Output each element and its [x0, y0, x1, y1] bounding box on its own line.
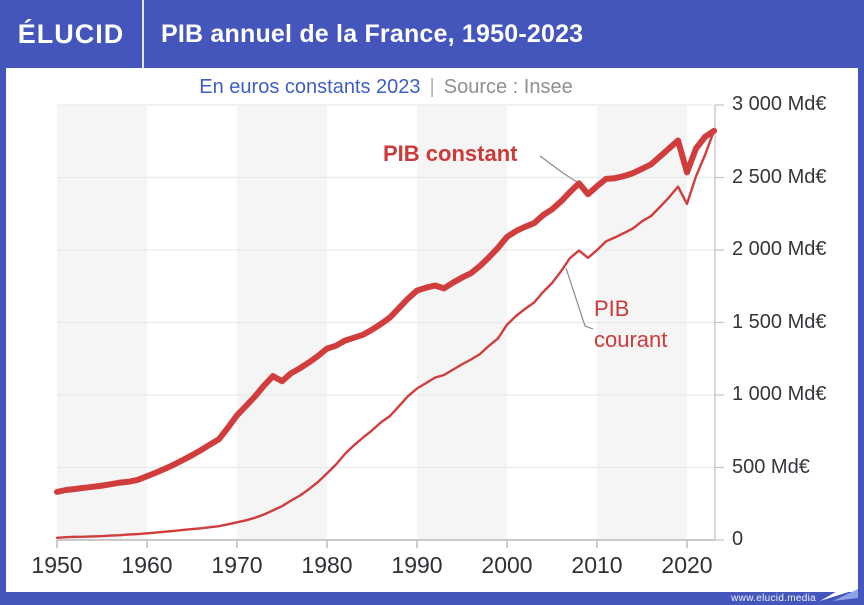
y-axis-tick-label: 3 000 Md€ — [732, 93, 827, 115]
header-divider — [142, 0, 144, 68]
x-axis-tick-label: 2020 — [661, 552, 713, 578]
chart-subtitle: En euros constants 2023 | Source : Insee — [57, 76, 715, 99]
header-bar: ÉLUCID PIB annuel de la France, 1950-202… — [0, 0, 864, 68]
label-pib-courant-line2: courant — [594, 327, 668, 352]
x-axis-tick-label: 1950 — [31, 552, 83, 578]
footer-bar — [0, 592, 864, 605]
label-pib-constant: PIB constant — [383, 141, 518, 166]
subtitle-unit-text: En euros constants 2023 — [199, 76, 421, 98]
series-line-courant — [55, 129, 716, 539]
x-axis-tick-label: 2000 — [481, 552, 533, 578]
x-axis-tick-label: 1960 — [121, 552, 173, 578]
x-axis-tick-label: 2010 — [571, 552, 623, 578]
subtitle-separator: | — [429, 76, 435, 98]
y-axis-tick-label: 2 000 Md€ — [732, 238, 827, 260]
pointer-line-courant — [565, 267, 594, 330]
website-url: www.elucid.media — [731, 593, 816, 604]
elucid-logo: ÉLUCID — [17, 18, 125, 49]
subtitle-source-text: Source : Insee — [443, 76, 573, 98]
elucid-flag-icon — [820, 579, 858, 601]
label-pib-courant: PIB courant — [594, 293, 667, 355]
x-axis-tick-label: 1970 — [211, 552, 263, 578]
x-axis-tick-label: 1980 — [301, 552, 353, 578]
pointer-line-constant — [539, 155, 578, 183]
y-axis-tick-label: 500 Md€ — [732, 455, 810, 478]
label-pib-courant-line1: PIB — [594, 296, 630, 321]
y-axis-tick-label: 1 000 Md€ — [732, 383, 827, 405]
y-axis-tick-label: 1 500 Md€ — [732, 310, 827, 333]
x-axis-tick-label: 1990 — [391, 552, 443, 578]
page-title: PIB annuel de la France, 1950-2023 — [161, 19, 584, 48]
y-axis-tick-label: 2 500 Md€ — [732, 165, 827, 188]
series-line-constant — [54, 127, 717, 495]
y-axis-tick-label: 0 — [732, 528, 744, 550]
